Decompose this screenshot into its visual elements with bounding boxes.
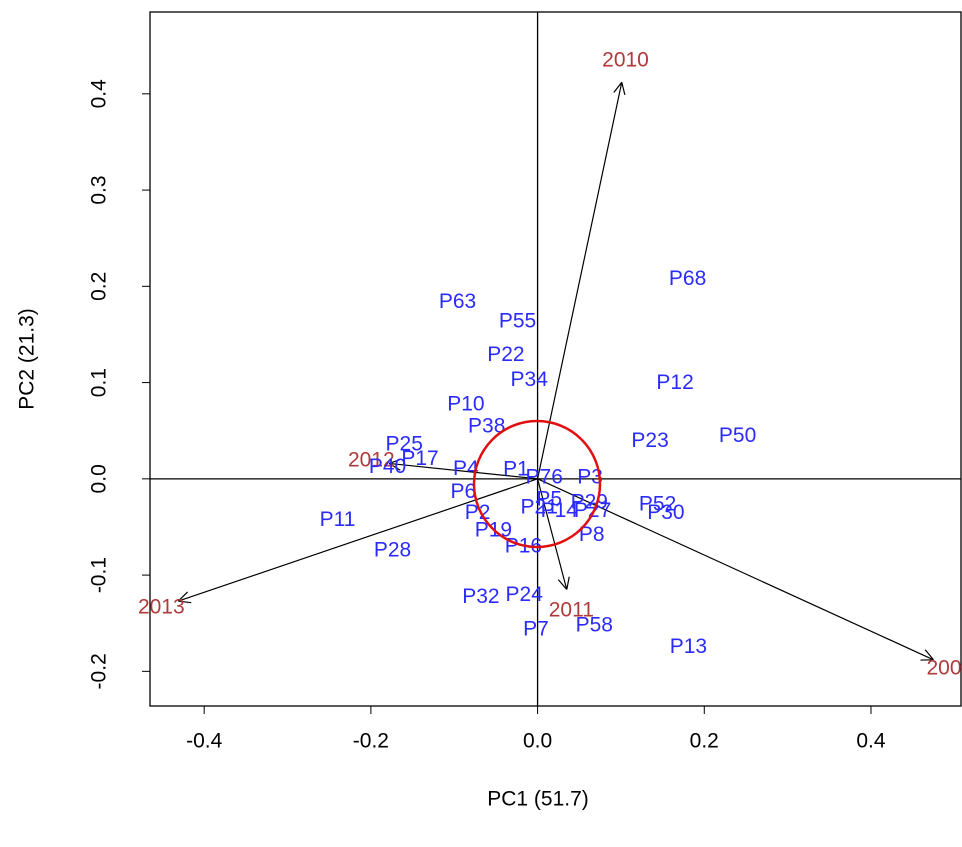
x-tick-label: -0.4 [186, 730, 223, 753]
arrow-label: 2010 [602, 48, 649, 71]
point-label: P38 [468, 414, 505, 437]
point-label: P50 [719, 424, 756, 447]
point-label: P6 [451, 480, 477, 503]
point-label: P3 [577, 465, 603, 488]
y-tick-label: 0.1 [88, 368, 111, 397]
arrow-label: 2012 [348, 449, 395, 472]
arrow-label: 2009 [927, 656, 962, 679]
point-label: P5 [536, 488, 562, 511]
y-tick-label: 0.3 [88, 175, 111, 204]
point-label: P24 [506, 583, 544, 606]
x-tick-label: 0.4 [856, 730, 886, 753]
loading-arrow [389, 462, 538, 480]
point-label: P68 [669, 267, 706, 290]
point-label: P55 [499, 309, 536, 332]
point-label: P8 [579, 523, 605, 546]
x-tick-label: 0.2 [690, 730, 719, 753]
x-tick-label: -0.2 [353, 730, 389, 753]
arrow-label: 2013 [138, 596, 185, 619]
point-label: P30 [647, 501, 684, 524]
point-label: P17 [401, 447, 438, 470]
loading-arrow [537, 478, 934, 661]
point-label: P13 [670, 635, 707, 658]
y-tick-label: 0.4 [88, 79, 111, 109]
arrow-head [389, 458, 402, 465]
arrow-head [566, 576, 570, 590]
point-label: P34 [511, 368, 549, 391]
loading-arrow [536, 82, 623, 479]
point-label: P4 [453, 457, 479, 480]
point-label: P63 [439, 290, 476, 313]
y-axis-label: PC2 (21.3) [16, 308, 39, 410]
point-label: P22 [487, 343, 524, 366]
highlight-circle [472, 419, 602, 549]
point-label: P14 [541, 499, 579, 522]
arrow-head [613, 81, 623, 93]
arrow-label: 2011 [549, 598, 594, 621]
arrow-head [621, 82, 626, 96]
point-label: P21 [521, 495, 558, 518]
loading-arrow [536, 478, 568, 590]
plot-frame [149, 11, 962, 707]
arrow-head [924, 649, 934, 661]
arrow-head [177, 591, 189, 602]
point-label: P12 [656, 371, 693, 394]
point-label: P76 [526, 465, 563, 488]
arrow-head [388, 462, 401, 471]
loading-arrow [178, 478, 538, 602]
point-label: P7 [523, 618, 549, 641]
point-label: P1 [503, 458, 529, 481]
point-label: P23 [631, 429, 668, 452]
point-label: P28 [374, 539, 411, 562]
point-label: P58 [576, 614, 613, 637]
x-tick-label: 0.0 [523, 730, 552, 753]
point-label: P10 [447, 392, 484, 415]
arrow-head [557, 579, 568, 590]
point-label: P27 [574, 499, 611, 522]
y-tick-label: -0.1 [88, 557, 111, 593]
y-tick-label: -0.2 [88, 653, 111, 689]
point-label: P25 [386, 433, 423, 456]
y-tick-label: 0.2 [88, 272, 111, 301]
point-label: P11 [320, 508, 356, 531]
y-tick-label: 0.0 [88, 464, 111, 493]
x-axis-label: PC1 (51.7) [487, 788, 589, 811]
arrow-head [178, 600, 192, 604]
point-label: P40 [369, 455, 406, 478]
point-label: P52 [639, 492, 676, 515]
point-label: P32 [462, 585, 499, 608]
